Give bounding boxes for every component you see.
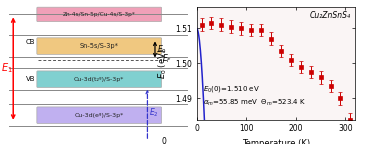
Text: $\alpha_m$=55.85 meV  $\Theta_m$=523.4 K: $\alpha_m$=55.85 meV $\Theta_m$=523.4 K bbox=[203, 98, 306, 108]
Text: $E_0$(0)=1.510 eV: $E_0$(0)=1.510 eV bbox=[203, 84, 260, 94]
Text: Cu-3d(eᵍ)/S-3p*: Cu-3d(eᵍ)/S-3p* bbox=[74, 113, 124, 118]
Text: Sn-5s/S-3p*: Sn-5s/S-3p* bbox=[80, 43, 119, 49]
FancyBboxPatch shape bbox=[37, 38, 162, 54]
FancyBboxPatch shape bbox=[37, 107, 162, 124]
FancyBboxPatch shape bbox=[37, 7, 162, 22]
Text: $E_1$: $E_1$ bbox=[1, 62, 13, 75]
FancyBboxPatch shape bbox=[37, 71, 162, 87]
Text: Zn-4s/Sn-5p/Cu-4s/S-3p*: Zn-4s/Sn-5p/Cu-4s/S-3p* bbox=[63, 12, 136, 17]
Text: Cu₂ZnSnS₄: Cu₂ZnSnS₄ bbox=[310, 11, 350, 20]
X-axis label: Temperature (K): Temperature (K) bbox=[242, 139, 310, 144]
Text: $E_2$: $E_2$ bbox=[149, 106, 159, 119]
Text: CB: CB bbox=[25, 39, 35, 45]
Text: $E_F$: $E_F$ bbox=[162, 52, 172, 65]
Text: $E_0$: $E_0$ bbox=[157, 43, 167, 56]
Text: 0: 0 bbox=[162, 137, 166, 144]
Text: Cu-3d(t₂ᵍ)/S-3p*: Cu-3d(t₂ᵍ)/S-3p* bbox=[74, 77, 124, 82]
Y-axis label: $E_0$ (eV): $E_0$ (eV) bbox=[157, 48, 169, 79]
Text: VB: VB bbox=[25, 76, 35, 82]
